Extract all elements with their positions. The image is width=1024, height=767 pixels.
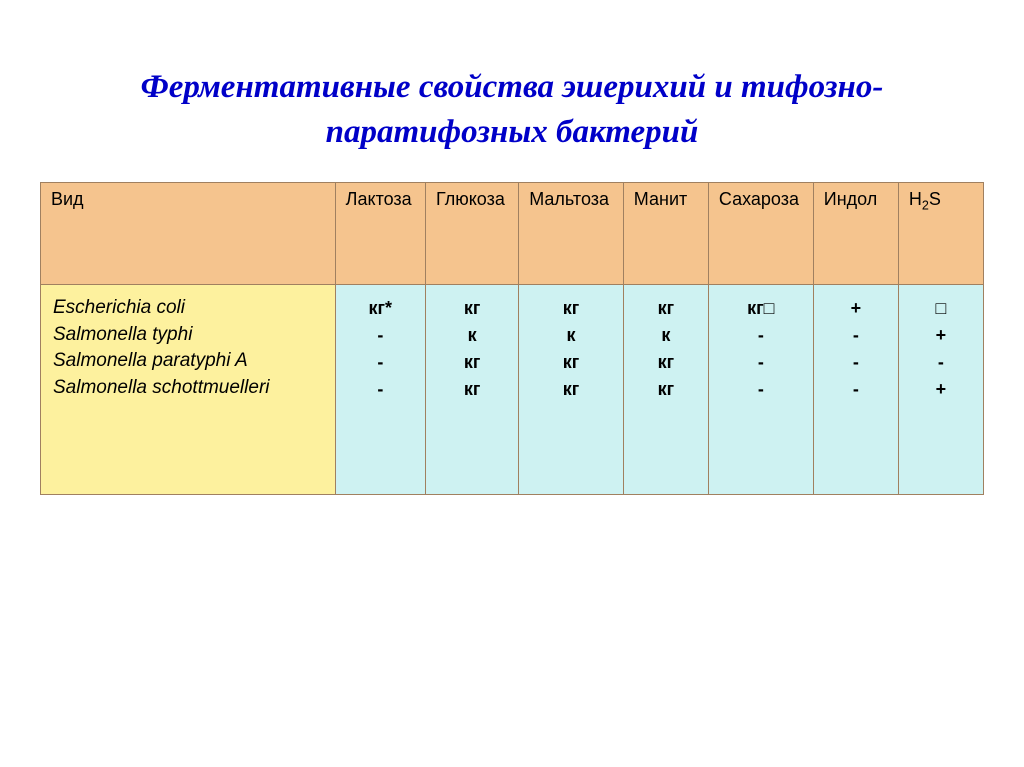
col-maltose-header: Мальтоза — [519, 183, 624, 285]
maltose-cell: кг к кг кг — [519, 285, 624, 495]
slide-title: Ферментативные свойства эшерихий и тифоз… — [50, 65, 974, 154]
species-cell: Escherichia coli Salmonella typhi Salmon… — [41, 285, 336, 495]
col-glucose-header: Глюкоза — [425, 183, 518, 285]
species-0: Escherichia coli — [53, 295, 325, 322]
header-row: Вид Лактоза Глюкоза Мальтоза Манит Сахар… — [41, 183, 984, 285]
sucrose-cell: кг□ - - - — [708, 285, 813, 495]
data-row: Escherichia coli Salmonella typhi Salmon… — [41, 285, 984, 495]
col-h2s-header: H2S — [898, 183, 983, 285]
species-2: Salmonella paratyphi A — [53, 348, 325, 375]
slide: Ферментативные свойства эшерихий и тифоз… — [0, 0, 1024, 767]
glucose-cell: кг к кг кг — [425, 285, 518, 495]
properties-table: Вид Лактоза Глюкоза Мальтоза Манит Сахар… — [40, 182, 984, 495]
indol-cell: + - - - — [813, 285, 898, 495]
species-3: Salmonella schottmuelleri — [53, 375, 325, 402]
lactose-cell: кг* - - - — [335, 285, 425, 495]
col-sucrose-header: Сахароза — [708, 183, 813, 285]
col-lactose-header: Лактоза — [335, 183, 425, 285]
col-species-header: Вид — [41, 183, 336, 285]
h2s-cell: □ + - + — [898, 285, 983, 495]
col-manit-header: Манит — [623, 183, 708, 285]
manit-cell: кг к кг кг — [623, 285, 708, 495]
species-1: Salmonella typhi — [53, 322, 325, 349]
col-indol-header: Индол — [813, 183, 898, 285]
